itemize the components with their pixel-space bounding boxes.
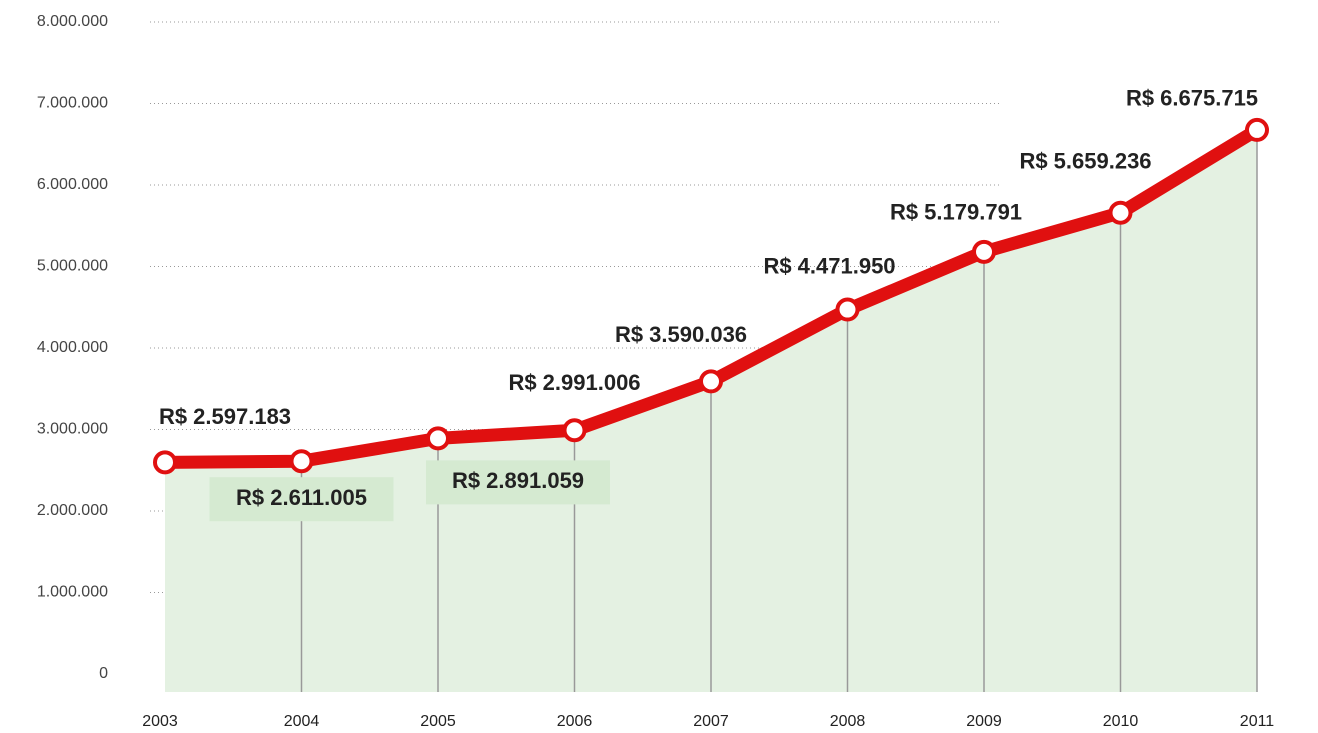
point	[153, 450, 177, 475]
x-tick-label: 2005	[420, 713, 456, 730]
x-tick-label: 2011	[1240, 713, 1275, 730]
point	[835, 297, 860, 322]
point	[972, 239, 996, 264]
data-label: R$ 2.991.006	[508, 370, 640, 395]
point	[289, 449, 314, 474]
x-tick-label: 2008	[830, 713, 866, 730]
data-label: R$ 2.891.059	[452, 468, 584, 493]
y-tick-label: 4.000.000	[37, 339, 108, 356]
data-label: R$ 3.590.036	[615, 322, 747, 347]
label-box	[426, 460, 610, 505]
data-label: R$ 2.597.183	[159, 404, 291, 429]
data-label: R$ 2.611.005	[236, 485, 367, 510]
point	[1245, 117, 1269, 142]
data-label: R$ 4.471.950	[763, 253, 895, 278]
data-label: R$ 5.179.791	[890, 200, 1022, 225]
y-tick-label: 1.000.000	[37, 584, 108, 601]
y-tick-label: 0	[99, 665, 108, 682]
y-tick-label: 2.000.000	[37, 502, 108, 519]
data-label: R$ 5.659.236	[1019, 149, 1151, 174]
x-tick-label: 2006	[557, 713, 593, 730]
point	[426, 426, 450, 451]
label-box	[209, 477, 394, 522]
x-tick-label: 2003	[142, 713, 178, 730]
x-tick-label: 2007	[693, 713, 729, 730]
y-tick-label: 3.000.000	[37, 421, 108, 438]
point	[1108, 200, 1133, 225]
y-tick-label: 8.000.000	[37, 13, 108, 30]
y-tick-label: 6.000.000	[37, 176, 108, 193]
x-tick-label: 2004	[284, 713, 320, 730]
x-tick-label: 2010	[1103, 713, 1139, 730]
data-label: R$ 6.675.715	[1126, 86, 1258, 111]
point	[699, 369, 723, 394]
y-tick-label: 7.000.000	[37, 95, 108, 112]
x-tick-label: 2009	[966, 713, 1002, 730]
point	[562, 418, 587, 443]
y-tick-label: 5.000.000	[37, 258, 108, 275]
